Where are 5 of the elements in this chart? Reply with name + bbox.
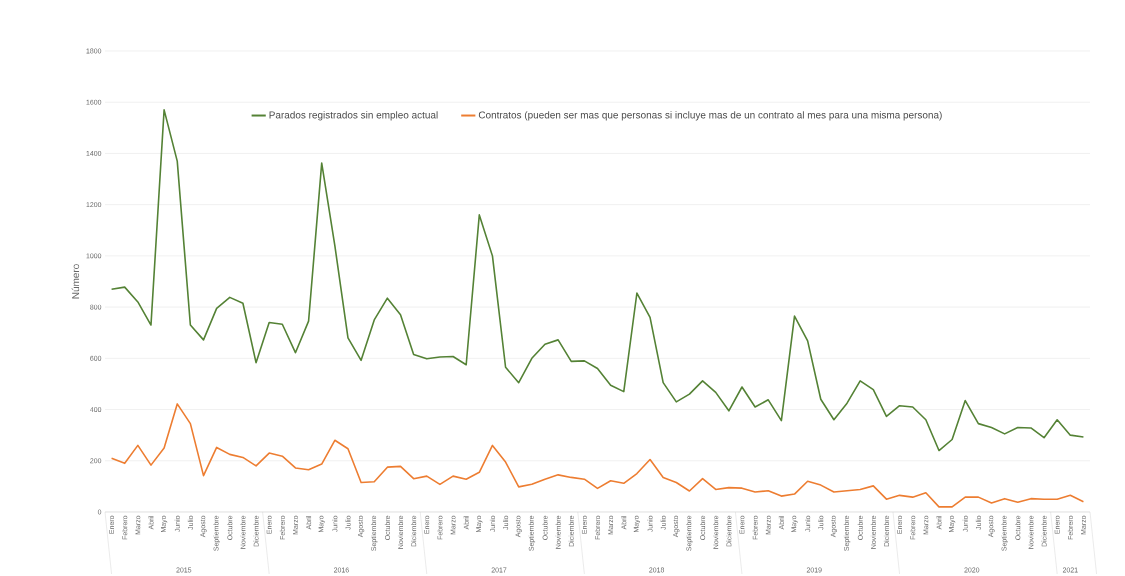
- legend-label: Parados registrados sin empleo actual: [269, 111, 438, 121]
- line-series: [110, 403, 1085, 508]
- line-series: [110, 109, 1085, 452]
- legend-label: Contratos (pueden ser mas que personas si incluye mas de un contrato al mes para una misma persona): [478, 111, 942, 121]
- y-axis-title: Número: [71, 264, 80, 299]
